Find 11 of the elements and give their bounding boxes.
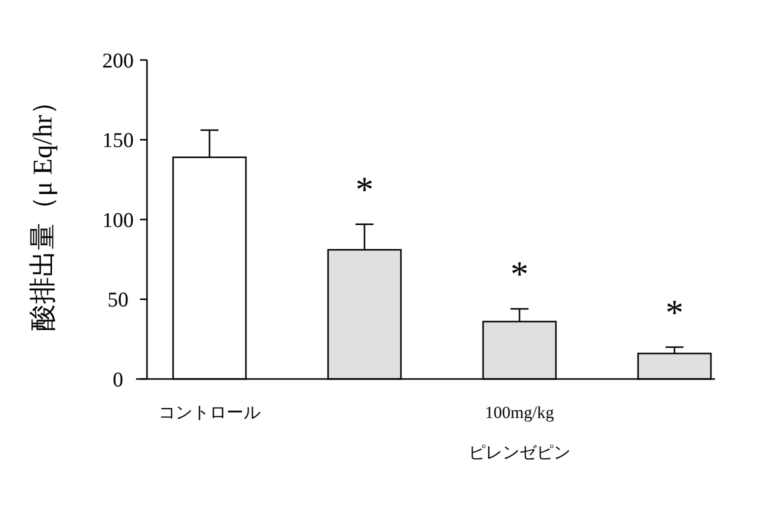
annotation: * <box>666 292 684 332</box>
y-tick-label: 100 <box>102 208 134 232</box>
category-label: 100mg/kg ピレンゼピン <box>468 403 570 462</box>
y-tick-label: 50 <box>108 288 128 312</box>
y-axis-title: 酸排出量（μ Eq/hr） <box>27 88 58 332</box>
y-tick-label: 200 <box>102 48 134 72</box>
annotation: * <box>510 254 528 294</box>
y-tick-label: 150 <box>102 128 134 152</box>
annotation: * <box>356 169 374 210</box>
x-tick-label: コントロール <box>158 403 260 422</box>
y-tick-label: 0 <box>112 367 124 392</box>
